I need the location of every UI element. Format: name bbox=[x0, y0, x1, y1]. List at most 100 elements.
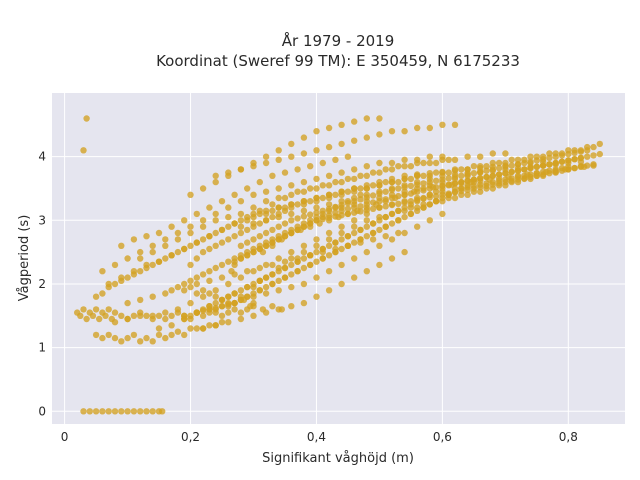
data-point bbox=[382, 203, 389, 210]
data-point bbox=[256, 287, 263, 294]
data-point bbox=[414, 124, 421, 132]
data-point bbox=[218, 239, 226, 246]
data-point bbox=[187, 229, 194, 237]
data-point bbox=[376, 115, 383, 122]
data-point bbox=[212, 178, 219, 186]
chart-title-line-1: År 1979 - 2019 bbox=[282, 31, 395, 50]
data-point bbox=[237, 198, 245, 205]
data-point bbox=[546, 150, 553, 157]
data-point bbox=[250, 236, 257, 243]
data-point bbox=[275, 185, 282, 192]
data-point bbox=[562, 166, 569, 173]
data-point bbox=[256, 233, 263, 240]
data-point bbox=[439, 121, 446, 128]
data-point bbox=[199, 307, 207, 314]
data-point bbox=[168, 287, 175, 294]
data-point bbox=[124, 408, 131, 415]
data-point bbox=[451, 173, 459, 181]
data-point bbox=[401, 156, 408, 163]
data-point bbox=[307, 223, 314, 230]
data-point bbox=[357, 185, 364, 192]
data-point bbox=[388, 186, 396, 193]
data-point bbox=[426, 170, 433, 177]
data-point bbox=[439, 194, 446, 202]
data-point bbox=[111, 280, 119, 288]
data-point bbox=[262, 290, 270, 297]
y-tick-label: 1 bbox=[38, 341, 46, 355]
data-point bbox=[83, 315, 90, 323]
data-point bbox=[199, 271, 207, 278]
data-point bbox=[376, 178, 383, 186]
data-point bbox=[445, 191, 452, 198]
data-point bbox=[278, 236, 285, 243]
data-point bbox=[244, 239, 251, 246]
data-point bbox=[269, 280, 276, 288]
data-point bbox=[162, 242, 169, 249]
y-axis-title: Vågperiod (s) bbox=[17, 215, 32, 302]
data-point bbox=[262, 198, 270, 205]
data-point bbox=[105, 306, 112, 313]
data-point bbox=[344, 233, 352, 240]
data-point bbox=[464, 166, 471, 173]
data-point bbox=[162, 309, 169, 316]
x-tick-label: 0,4 bbox=[307, 430, 326, 444]
data-point bbox=[288, 283, 295, 291]
data-point bbox=[382, 178, 389, 186]
data-point bbox=[80, 306, 87, 313]
data-point bbox=[300, 242, 308, 249]
data-point bbox=[325, 201, 333, 208]
data-point bbox=[237, 229, 245, 237]
data-point bbox=[451, 194, 459, 202]
data-point bbox=[338, 223, 345, 230]
data-point bbox=[262, 283, 270, 291]
data-point bbox=[307, 261, 314, 269]
data-point bbox=[445, 156, 452, 163]
data-point bbox=[351, 185, 358, 192]
data-point bbox=[300, 213, 308, 220]
data-point bbox=[514, 167, 522, 174]
data-point bbox=[275, 268, 282, 275]
data-point bbox=[225, 293, 232, 300]
data-point bbox=[256, 207, 263, 214]
data-point bbox=[325, 124, 333, 132]
data-point bbox=[580, 163, 588, 170]
data-point bbox=[250, 204, 257, 211]
data-point bbox=[445, 169, 452, 176]
data-point bbox=[382, 188, 389, 195]
data-point bbox=[174, 328, 182, 335]
data-point bbox=[313, 274, 320, 281]
data-point bbox=[231, 271, 238, 278]
data-point bbox=[294, 188, 301, 195]
data-point bbox=[187, 299, 194, 307]
data-point bbox=[193, 255, 200, 262]
data-point bbox=[231, 299, 238, 307]
data-point bbox=[269, 172, 276, 179]
data-point bbox=[168, 322, 175, 329]
data-point bbox=[155, 312, 163, 319]
data-point bbox=[414, 223, 421, 230]
data-point bbox=[344, 242, 352, 249]
data-point bbox=[313, 236, 320, 243]
data-point bbox=[237, 315, 245, 323]
data-point bbox=[193, 239, 200, 246]
data-point bbox=[325, 182, 333, 189]
data-point bbox=[514, 156, 522, 163]
data-point bbox=[420, 172, 427, 179]
data-point bbox=[477, 168, 484, 176]
data-point bbox=[99, 408, 106, 415]
data-point bbox=[590, 143, 597, 151]
data-point bbox=[395, 200, 402, 207]
data-point bbox=[354, 207, 361, 214]
data-point bbox=[332, 245, 339, 253]
data-point bbox=[369, 182, 377, 189]
data-point bbox=[288, 248, 295, 256]
data-point bbox=[363, 163, 370, 170]
data-point bbox=[269, 213, 276, 221]
data-point bbox=[382, 198, 389, 205]
data-point bbox=[388, 128, 396, 135]
data-point bbox=[313, 204, 320, 211]
data-point bbox=[111, 261, 119, 269]
data-point bbox=[388, 236, 396, 243]
data-point bbox=[420, 159, 427, 167]
data-point bbox=[470, 163, 478, 170]
